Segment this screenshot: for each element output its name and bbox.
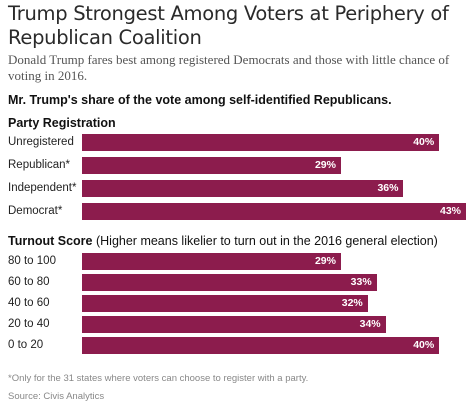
category-label: 40 to 60: [8, 297, 50, 309]
category-label: Independent*: [8, 182, 77, 194]
bar: [82, 295, 368, 312]
category-label: 0 to 20: [8, 339, 44, 351]
chart-subtitle: Donald Trump fares best among registered…: [8, 52, 450, 83]
bar: [82, 134, 440, 151]
bar: [82, 253, 341, 270]
bar-value-label: 33%: [350, 276, 372, 288]
footnote: *Only for the 31 states where voters can…: [8, 373, 309, 384]
bar-value-label: 36%: [377, 182, 399, 194]
bar-value-label: 43%: [439, 205, 461, 217]
bar-value-label: 29%: [314, 255, 336, 267]
bar: [82, 337, 440, 354]
bar-value-label: 32%: [341, 297, 363, 309]
bar-value-label: 29%: [314, 159, 336, 171]
chart-title: Trump Strongest Among Voters at Peripher…: [8, 2, 449, 49]
bar-value-label: 34%: [359, 318, 381, 330]
category-label: 20 to 40: [8, 318, 50, 330]
category-label: Unregistered: [8, 136, 74, 148]
category-label: 60 to 80: [8, 276, 50, 288]
bar: [82, 274, 377, 291]
section-turnout-score: Turnout Score (Higher means likelier to …: [8, 234, 438, 248]
bar-value-label: 40%: [413, 136, 435, 148]
section-title: Party Registration: [8, 116, 116, 130]
chart-intro: Mr. Trump's share of the vote among self…: [8, 93, 392, 107]
source-note: Source: Civis Analytics: [8, 391, 105, 402]
section-title: Turnout Score: [8, 234, 93, 248]
bar-value-label: 40%: [413, 339, 435, 351]
section-party-registration: Party Registration: [8, 116, 116, 130]
bar: [82, 203, 466, 220]
category-label: Democrat*: [8, 205, 63, 217]
bar: [82, 180, 404, 197]
bar: [82, 316, 386, 333]
category-label: Republican*: [8, 159, 71, 171]
category-label: 80 to 100: [8, 255, 56, 267]
section-note: (Higher means likelier to turn out in th…: [95, 234, 438, 248]
bar: [82, 157, 341, 174]
